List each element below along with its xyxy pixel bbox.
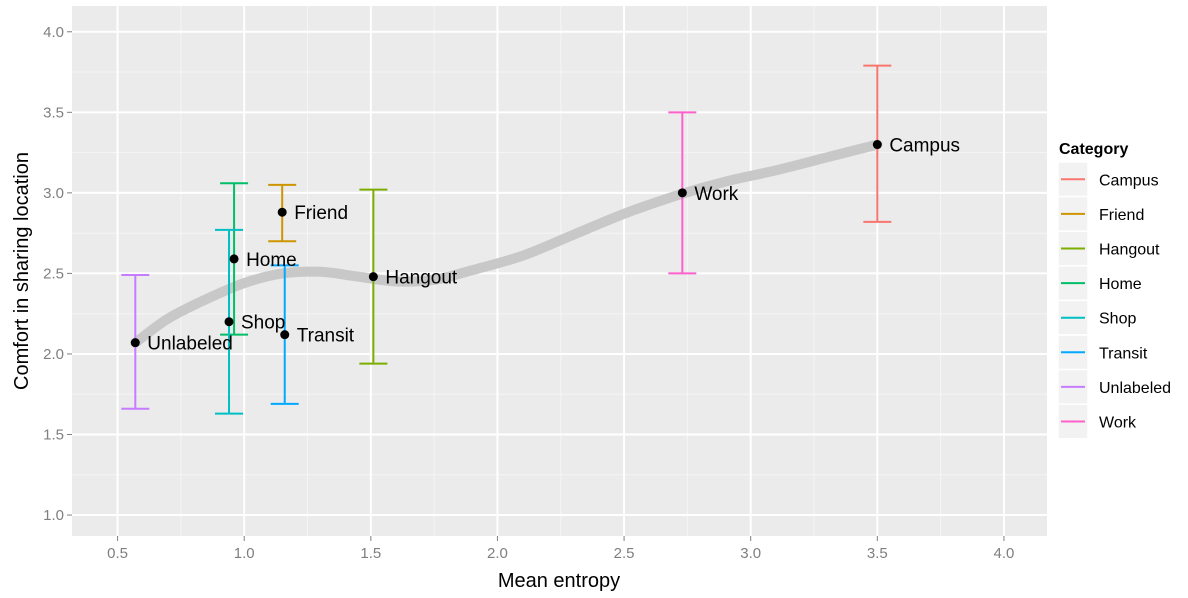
legend-item-work: Work <box>1057 403 1137 440</box>
y-tick-label: 3.0 <box>43 185 64 202</box>
data-point-transit <box>280 330 290 340</box>
x-axis-title: Mean entropy <box>498 570 620 592</box>
y-tick-label: 3.5 <box>43 104 64 121</box>
legend-item-home: Home <box>1057 265 1142 302</box>
legend-label: Campus <box>1099 172 1159 189</box>
legend-title: Category <box>1059 141 1128 158</box>
x-tick-label: 2.0 <box>487 545 508 562</box>
legend: Category Campus Friend Hangout Home Shop Tran… <box>1057 141 1171 440</box>
legend-item-friend: Friend <box>1057 195 1144 232</box>
legend-label: Friend <box>1099 207 1144 224</box>
y-tick-label: 1.5 <box>43 427 64 444</box>
data-point-home <box>229 254 239 264</box>
point-labels: Campus Friend Hangout Home Shop Transit Unlabe… <box>147 136 960 355</box>
y-tick-label: 2.5 <box>43 265 64 282</box>
legend-label: Unlabeled <box>1099 380 1171 397</box>
data-point-friend <box>277 207 287 217</box>
data-point-shop <box>224 317 234 327</box>
legend-item-transit: Transit <box>1057 334 1148 371</box>
x-tick-label: 2.5 <box>614 545 635 562</box>
x-tick-label: 1.5 <box>360 545 381 562</box>
y-tick-label: 2.0 <box>43 346 64 363</box>
data-point-campus <box>872 140 882 150</box>
x-tick-label: 3.0 <box>740 545 761 562</box>
x-tick-label: 3.5 <box>867 545 888 562</box>
smooth-trend-line <box>130 139 883 348</box>
plot-panel <box>72 6 1047 536</box>
point-label-friend: Friend <box>294 203 348 224</box>
point-label-work: Work <box>694 184 738 205</box>
legend-item-campus: Campus <box>1057 161 1159 198</box>
y-tick-label: 4.0 <box>43 24 64 41</box>
point-label-hangout: Hangout <box>385 268 458 289</box>
x-tick-label: 0.5 <box>107 545 128 562</box>
data-point-unlabeled <box>130 338 140 348</box>
point-label-shop: Shop <box>241 313 285 334</box>
legend-label: Home <box>1099 276 1142 293</box>
legend-item-unlabeled: Unlabeled <box>1057 368 1171 405</box>
point-label-transit: Transit <box>297 326 355 347</box>
grid <box>72 6 1047 536</box>
y-tick-label: 1.0 <box>43 507 64 524</box>
legend-items: Campus Friend Hangout Home Shop Transit Unlabe… <box>1057 161 1171 440</box>
point-label-campus: Campus <box>889 136 960 157</box>
x-tick-label: 1.0 <box>234 545 255 562</box>
point-label-unlabeled: Unlabeled <box>147 334 233 355</box>
data-points <box>130 140 882 348</box>
legend-label: Shop <box>1099 311 1136 328</box>
x-axis-ticks: 0.5 1.0 1.5 2.0 2.5 3.0 3.5 4.0 <box>107 536 1014 562</box>
x-tick-label: 4.0 <box>994 545 1015 562</box>
legend-item-hangout: Hangout <box>1057 230 1160 267</box>
point-label-home: Home <box>246 250 297 271</box>
data-point-work <box>677 188 687 198</box>
legend-label: Work <box>1099 415 1137 432</box>
data-point-hangout <box>368 272 378 282</box>
legend-label: Transit <box>1099 345 1148 362</box>
legend-label: Hangout <box>1099 242 1160 259</box>
smooth-layer <box>130 139 883 348</box>
y-axis-ticks: 1.0 1.5 2.0 2.5 3.0 3.5 4.0 <box>43 24 72 524</box>
legend-item-shop: Shop <box>1057 299 1136 336</box>
y-axis-title: Comfort in sharing location <box>11 152 33 390</box>
